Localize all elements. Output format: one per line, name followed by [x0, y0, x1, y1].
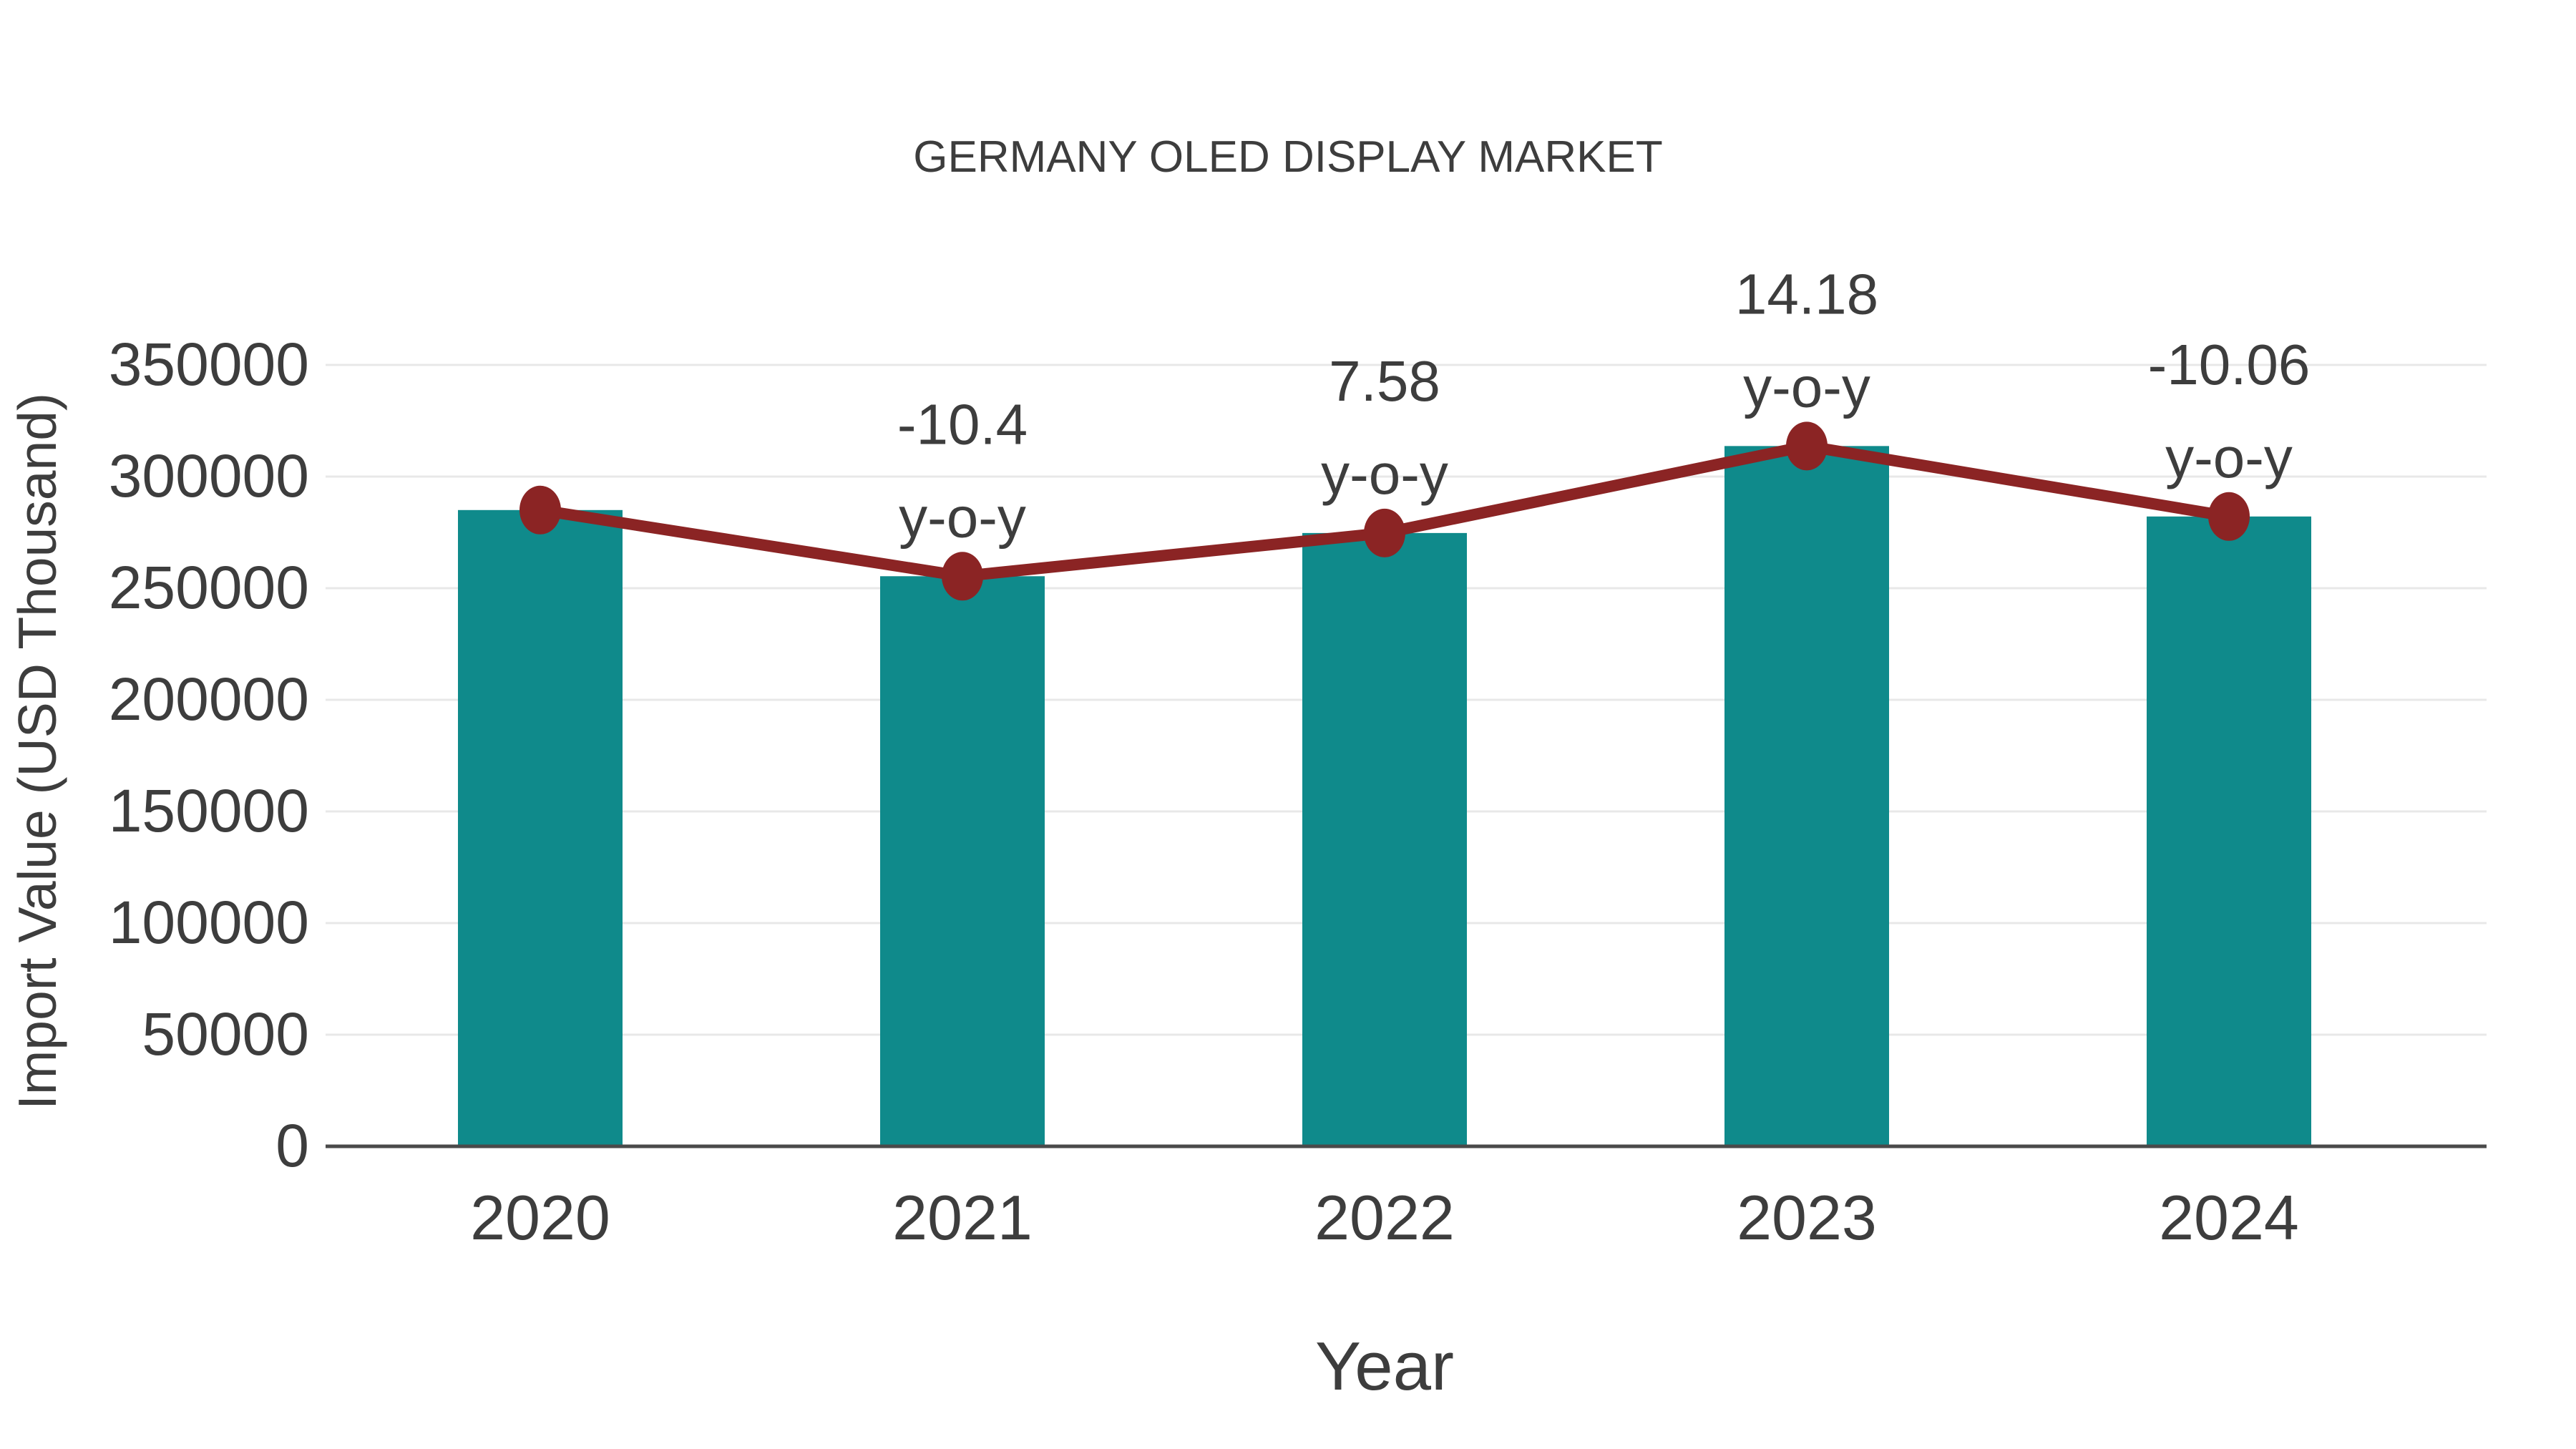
y-axis-title: Import Value (USD Thousand) [7, 393, 67, 1110]
y-tick-label: 250000 [109, 554, 309, 621]
y-tick-label: 350000 [109, 331, 309, 398]
line-marker [1786, 421, 1828, 471]
bar-series [458, 446, 2311, 1146]
x-tick-label: 2021 [892, 1182, 1033, 1253]
bar [880, 576, 1045, 1146]
line-marker [519, 485, 561, 535]
line-series [519, 421, 2250, 601]
x-axis-tick-labels: 2020 2021 2022 2023 2024 [470, 1182, 2299, 1253]
y-tick-label: 50000 [142, 1000, 309, 1068]
bar [458, 509, 623, 1146]
y-axis-tick-labels: 0 50000 100000 150000 200000 250000 300000 3500… [109, 331, 309, 1179]
bar [2147, 516, 2311, 1146]
yoy-suffix-label: y-o-y [1743, 355, 1870, 419]
line-marker [2208, 492, 2250, 541]
yoy-annotations: -10.4 y-o-y 7.58 y-o-y 14.18 y-o-y -10.06 y-o-y [897, 262, 2311, 549]
bar [1724, 446, 1889, 1146]
yoy-value-label: 7.58 [1329, 349, 1440, 413]
y-tick-label: 300000 [109, 442, 309, 509]
x-tick-label: 2022 [1314, 1182, 1455, 1253]
x-axis-title: Year [1315, 1328, 1454, 1405]
x-tick-label: 2020 [470, 1182, 610, 1253]
yoy-value-label: -10.4 [897, 392, 1028, 456]
yoy-value-label: -10.06 [2148, 333, 2311, 396]
yoy-suffix-label: y-o-y [2165, 426, 2293, 489]
yoy-suffix-label: y-o-y [899, 485, 1026, 549]
line-marker [1364, 508, 1405, 557]
yoy-suffix-label: y-o-y [1321, 442, 1448, 506]
x-tick-label: 2023 [1737, 1182, 1877, 1253]
bar [1302, 532, 1467, 1146]
x-tick-label: 2024 [2159, 1182, 2299, 1253]
y-tick-label: 200000 [109, 665, 309, 733]
y-tick-label: 150000 [109, 777, 309, 844]
chart-title: GERMANY OLED DISPLAY MARKET [913, 132, 1662, 182]
yoy-value-label: 14.18 [1735, 262, 1878, 326]
line-marker [942, 552, 983, 601]
y-tick-label: 100000 [109, 889, 309, 956]
y-tick-label: 0 [275, 1112, 309, 1179]
